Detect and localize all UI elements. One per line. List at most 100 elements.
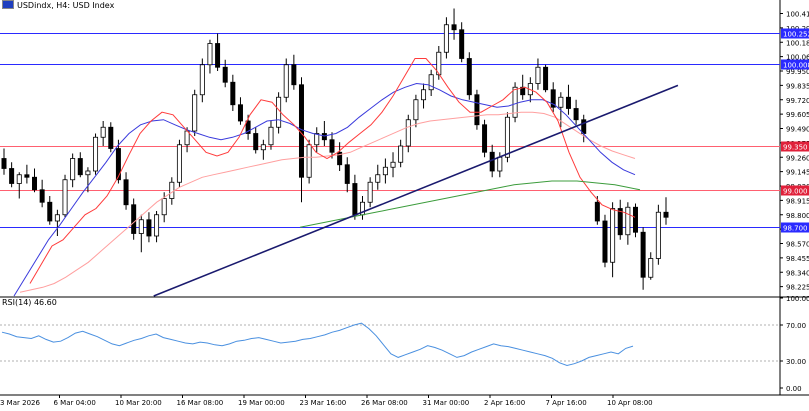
price-tick-label: 98.340	[786, 269, 809, 277]
candle-bull	[85, 170, 91, 176]
candle-bull	[382, 166, 388, 176]
candle-bear	[459, 29, 465, 59]
candle-bear	[253, 133, 259, 151]
candle-bull	[192, 94, 198, 132]
candle-bull	[276, 96, 282, 128]
candle-bull	[413, 99, 419, 121]
level-badge	[781, 141, 809, 152]
candle-bear	[32, 176, 38, 191]
candle-bull	[283, 64, 289, 98]
price-tick-label: 100.410	[786, 11, 809, 19]
ema-fast-line	[29, 58, 636, 284]
candle-bear	[9, 168, 15, 184]
ma-long-line	[299, 180, 641, 228]
price-tick-label: 99.145	[786, 169, 809, 177]
candle-bear	[451, 24, 457, 31]
candle-bear	[1, 158, 7, 169]
candle-bull	[421, 89, 427, 101]
time-tick-label: 7 Apr 16:00	[546, 399, 587, 407]
symbol-label: USDindx, H4:	[17, 1, 73, 10]
rsi-tick-label: 100.00	[786, 295, 809, 303]
candle-bull	[260, 144, 266, 151]
candle-bear	[573, 108, 579, 121]
time-tick-label: 10 Apr 08:00	[607, 399, 653, 407]
candle-bull	[558, 96, 564, 108]
candle-bear	[77, 158, 83, 176]
candle-bear	[337, 151, 343, 166]
price-tick-label: 98.915	[786, 197, 809, 205]
candle-bull	[367, 181, 373, 203]
candle-bear	[47, 201, 53, 222]
candle-bear	[321, 133, 327, 141]
candle-bear	[632, 206, 638, 233]
ema-slow-line	[19, 111, 636, 293]
time-tick-label: 10 Mar 20:00	[115, 399, 162, 407]
rsi-tick-label: 30.00	[786, 358, 806, 366]
candle-bear	[663, 211, 669, 218]
candle-bull	[504, 116, 510, 158]
candle-bull	[398, 145, 404, 163]
candle-bull	[648, 258, 654, 278]
candle-bull	[207, 43, 213, 66]
price-tick-label: 99.605	[786, 111, 809, 119]
price-tick-label: 99.950	[786, 68, 809, 76]
price-tick-label: 98.570	[786, 241, 809, 249]
candle-bull	[268, 126, 274, 146]
candle-bear	[602, 220, 608, 263]
us-flag-icon	[2, 0, 14, 9]
candle-bear	[131, 204, 137, 234]
time-tick-label: 3 Mar 2026	[0, 399, 40, 407]
candle-bull	[154, 214, 160, 237]
level-badge	[781, 28, 809, 39]
candle-bull	[100, 126, 106, 138]
level-badge-label: 100.252	[783, 31, 809, 39]
level-badge-label: 100.008	[783, 62, 809, 70]
rsi-indicator-label: RSI(14) 46.60	[2, 298, 57, 307]
candle-bull	[306, 144, 312, 178]
candle-bear	[344, 164, 350, 184]
price-tick-label: 99.835	[786, 82, 809, 90]
candle-bear	[108, 126, 114, 149]
candle-bear	[489, 151, 495, 172]
candle-bull	[16, 174, 22, 184]
candle-bull	[512, 86, 518, 118]
candle-bear	[230, 81, 236, 106]
candle-bull	[497, 156, 503, 172]
candle-bull	[535, 66, 541, 84]
time-tick-label: 16 Mar 08:00	[177, 399, 224, 407]
candle-bull	[314, 133, 320, 146]
candle-bull	[199, 64, 205, 96]
price-tick-label: 99.490	[786, 126, 809, 134]
level-badge	[781, 222, 809, 233]
level-badge	[781, 185, 809, 196]
candle-bear	[39, 189, 45, 203]
ema-mid-line	[13, 82, 636, 297]
price-tick-label: 99.260	[786, 154, 809, 162]
chart-title: USDindx, H4: USD Index	[2, 0, 114, 10]
price-tick-label: 98.455	[786, 255, 809, 263]
time-tick-label: 26 Mar 08:00	[361, 399, 408, 407]
candle-bear	[474, 94, 480, 126]
candle-bear	[123, 179, 129, 206]
candle-bear	[115, 148, 121, 181]
candle-bear	[565, 96, 571, 109]
candle-bear	[482, 124, 488, 153]
time-tick-label: 6 Mar 04:00	[54, 399, 96, 407]
price-tick-label: 100.065	[786, 54, 809, 62]
time-tick-label: 19 Mar 00:00	[238, 399, 285, 407]
price-tick-label: 98.225	[786, 284, 809, 292]
candle-bear	[520, 86, 526, 96]
level-badge	[781, 59, 809, 70]
candle-bear	[466, 58, 472, 96]
candle-bull	[443, 24, 449, 53]
candle-bear	[640, 231, 646, 278]
candle-bull	[93, 136, 99, 172]
rsi-tick-label: 70.00	[786, 322, 806, 330]
candle-bear	[291, 64, 297, 86]
candle-bull	[405, 119, 411, 147]
instrument-name: USD Index	[72, 1, 115, 10]
candle-bear	[222, 66, 228, 83]
candle-bull	[436, 51, 442, 76]
candle-bear	[24, 174, 30, 178]
